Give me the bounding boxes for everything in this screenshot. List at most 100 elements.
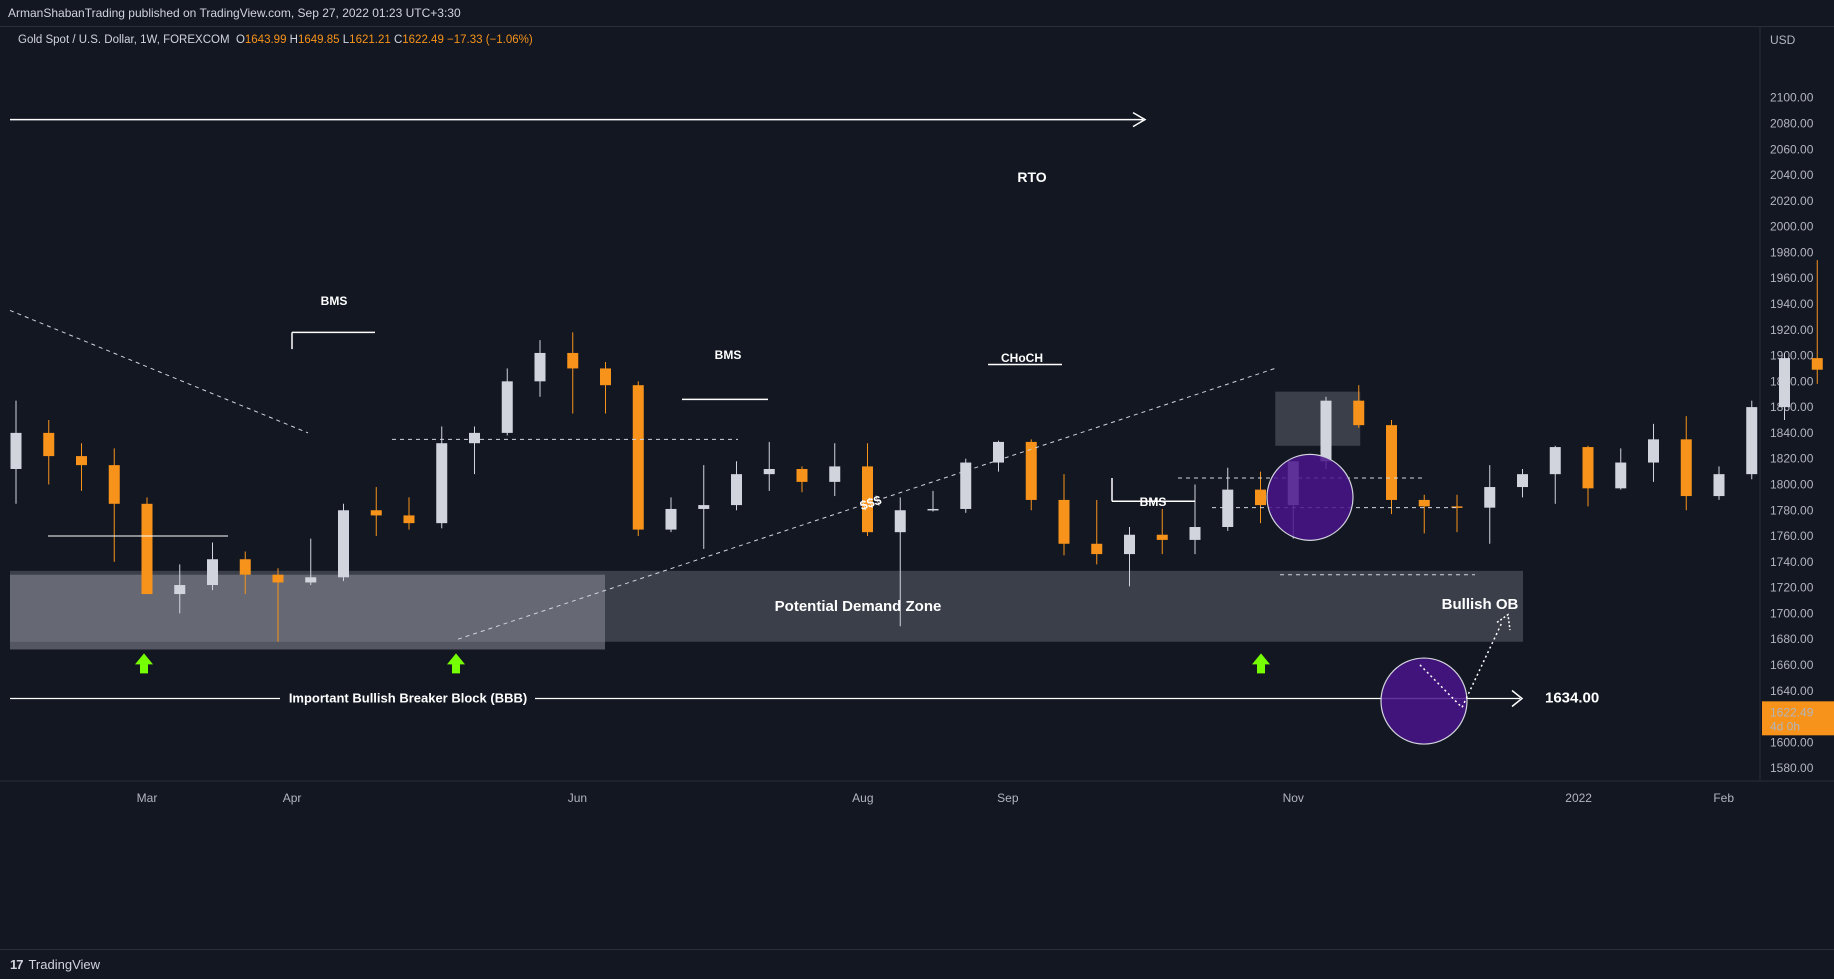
candle [1255, 471, 1266, 524]
candle [43, 420, 55, 485]
candle-body [1222, 489, 1234, 528]
bbb-label-bg [280, 689, 535, 708]
price-tick-label: 1840.00 [1770, 426, 1814, 440]
low-label: L [342, 34, 350, 46]
candle [1189, 484, 1201, 555]
candle-body [1156, 534, 1168, 540]
candle [698, 465, 710, 549]
price-tick-label: 1880.00 [1770, 374, 1814, 388]
candle-body [1418, 499, 1430, 507]
candle-body [829, 466, 841, 482]
candle-body [927, 508, 939, 511]
candle [108, 448, 120, 562]
time-tick-label: Mar [137, 791, 158, 805]
candle-body [1353, 400, 1365, 426]
candle-body [993, 441, 1004, 463]
price-tick-label: 1660.00 [1770, 658, 1814, 672]
candle [174, 564, 186, 614]
price-tick-label: 2100.00 [1770, 91, 1814, 105]
candle [1811, 260, 1823, 384]
candle [796, 466, 808, 493]
time-tick-label: Feb [1713, 791, 1734, 805]
bbb-label: Important Bullish Breaker Block (BBB) [289, 690, 527, 705]
candle [1124, 527, 1135, 587]
price-axis-unit: USD [1770, 33, 1796, 47]
high-label: H [289, 34, 298, 46]
candle-body [10, 432, 22, 469]
price-tick-label: 1860.00 [1770, 400, 1814, 414]
price-tick-label: 2000.00 [1770, 220, 1814, 234]
candle [1386, 420, 1397, 515]
candle-body [763, 468, 775, 475]
countdown-label: 4d 0h [1770, 719, 1800, 733]
candle [993, 440, 1004, 472]
candle [829, 443, 841, 497]
candle-body [1025, 441, 1037, 500]
candle [1648, 423, 1659, 482]
candle-body [1680, 439, 1692, 497]
change-value: −17.33 (−1.06%) [447, 34, 533, 46]
bms-label-3: BMS [1140, 495, 1167, 509]
price-tick-label: 2080.00 [1770, 116, 1814, 130]
current-price-tag [1762, 701, 1834, 736]
open-label: O [235, 34, 245, 46]
candle [927, 490, 939, 512]
candle [1451, 494, 1463, 533]
price-tick-label: 1640.00 [1770, 684, 1814, 698]
descending-trendline [9, 309, 309, 434]
candle-body [1713, 474, 1725, 497]
candle [436, 426, 448, 529]
time-tick-label: Jun [568, 791, 587, 805]
candle [1549, 445, 1561, 504]
price-tick-label: 1580.00 [1770, 761, 1814, 775]
bullish-arrow-icon [135, 653, 153, 674]
candle-body [1124, 534, 1135, 555]
candle-body [305, 577, 317, 583]
price-tick-label: 1960.00 [1770, 271, 1814, 285]
candle-body [108, 465, 120, 504]
close-label: C [393, 34, 403, 46]
candle [141, 497, 153, 595]
publisher-text: ArmanShabanTrading published on TradingV… [8, 6, 461, 20]
price-tick-label: 1940.00 [1770, 297, 1814, 311]
liquidity-label: $$$ [858, 492, 884, 513]
close-value: 1622.49 [402, 34, 444, 46]
brand-name[interactable]: TradingView [28, 957, 101, 972]
candle [894, 497, 906, 627]
candle-body [239, 559, 251, 575]
candle [76, 443, 87, 491]
candle-body [1320, 400, 1332, 462]
price-tick-label: 1720.00 [1770, 581, 1814, 595]
candle [272, 568, 284, 642]
candle-body [567, 352, 579, 369]
candle [600, 361, 611, 414]
candle-body [141, 503, 153, 595]
candle [1156, 508, 1168, 555]
candle-body [960, 462, 972, 509]
candle-body [1648, 439, 1659, 463]
price-chart[interactable]: 1580.001600.001620.001640.001660.001680.… [0, 27, 1834, 949]
tradingview-logo-icon[interactable]: 17 [10, 957, 24, 972]
candle-body [1615, 462, 1627, 489]
price-tick-label: 1740.00 [1770, 555, 1814, 569]
candle-body [403, 515, 415, 524]
highlight-circle-2 [1380, 657, 1468, 745]
candle [632, 381, 644, 537]
candle-body [1811, 358, 1823, 370]
candle [567, 332, 579, 414]
candle-body [1517, 474, 1528, 488]
candle-body [1091, 543, 1103, 555]
candle [1746, 400, 1758, 480]
highlight-circle-1 [1266, 453, 1354, 541]
candle-body [338, 510, 349, 578]
candle-body [665, 508, 677, 530]
time-tick-label: 2022 [1565, 791, 1592, 805]
candle-body [600, 368, 611, 386]
projection-arrow-head [1496, 613, 1511, 631]
candle [1418, 494, 1430, 534]
candle-body [534, 352, 546, 382]
bms-zone [1275, 391, 1361, 446]
price-tick-label: 1780.00 [1770, 503, 1814, 517]
candle [305, 538, 317, 586]
open-value: 1643.99 [244, 34, 287, 46]
